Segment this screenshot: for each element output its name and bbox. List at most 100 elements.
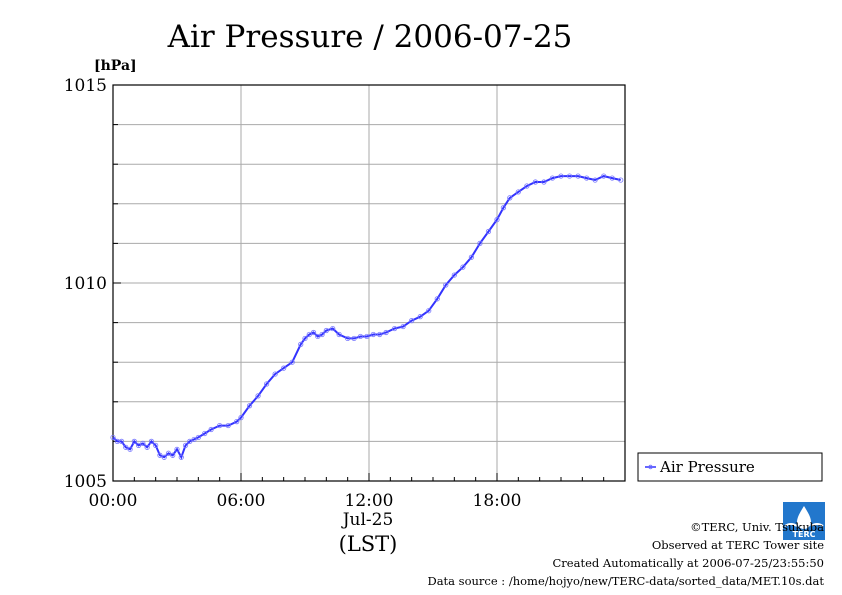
legend-swatch-marker bbox=[648, 464, 653, 470]
data-point bbox=[255, 393, 261, 399]
data-point bbox=[507, 195, 513, 201]
y-axis-ticks: 1005 1010 1015 bbox=[64, 76, 121, 492]
data-point bbox=[263, 381, 270, 387]
data-point bbox=[238, 415, 244, 421]
terc-logo-drop-icon bbox=[797, 506, 811, 529]
data-point bbox=[549, 175, 556, 181]
data-point bbox=[592, 177, 598, 183]
data-point bbox=[187, 438, 193, 444]
data-point bbox=[144, 444, 150, 450]
data-point bbox=[136, 442, 142, 448]
data-point bbox=[306, 331, 312, 338]
data-point bbox=[336, 331, 342, 338]
data-point bbox=[178, 454, 184, 460]
data-point bbox=[123, 444, 129, 450]
data-point bbox=[370, 331, 376, 338]
data-point bbox=[234, 418, 240, 425]
credit-created-time: Created Automatically at 2006-07-25/23:5… bbox=[552, 556, 825, 570]
data-point bbox=[191, 436, 197, 443]
credit-observation-site: Observed at TERC Tower site bbox=[651, 538, 824, 552]
terc-logo-label: TERC bbox=[793, 530, 816, 539]
data-point bbox=[310, 329, 317, 336]
data-point bbox=[153, 442, 159, 448]
data-point bbox=[289, 359, 295, 365]
data-point bbox=[302, 335, 308, 342]
terc-logo-wave-icon bbox=[784, 523, 824, 527]
data-point bbox=[383, 329, 389, 336]
data-point bbox=[494, 217, 500, 223]
data-point bbox=[443, 282, 449, 288]
data-point bbox=[140, 440, 146, 446]
data-point bbox=[460, 264, 466, 270]
data-point bbox=[182, 442, 189, 448]
data-point bbox=[357, 333, 364, 340]
chart-title: Air Pressure / 2006-07-25 bbox=[167, 19, 573, 55]
data-point bbox=[391, 325, 398, 332]
data-point bbox=[500, 205, 506, 211]
x-tick-label: 00:00 bbox=[89, 491, 138, 511]
data-point bbox=[583, 175, 590, 181]
data-point bbox=[161, 454, 167, 460]
x-axis-date-label: Jul-25 bbox=[341, 510, 394, 530]
data-point bbox=[131, 438, 137, 444]
data-point bbox=[451, 272, 457, 278]
data-point bbox=[127, 446, 133, 452]
data-point bbox=[345, 335, 351, 342]
data-point bbox=[272, 371, 278, 377]
data-point bbox=[157, 452, 163, 458]
data-point bbox=[477, 240, 483, 246]
data-point bbox=[524, 183, 530, 189]
data-point bbox=[468, 254, 474, 260]
data-point bbox=[566, 173, 573, 179]
series-line bbox=[112, 175, 621, 460]
data-point bbox=[409, 318, 415, 324]
data-point bbox=[165, 450, 172, 456]
legend-box bbox=[637, 452, 823, 482]
data-point bbox=[315, 333, 321, 340]
data-point bbox=[202, 430, 208, 437]
x-tick-label: 18:00 bbox=[473, 491, 522, 511]
data-point bbox=[323, 327, 329, 334]
x-axis-ticks: 00:00 06:00 12:00 18:00 bbox=[89, 473, 626, 511]
data-point bbox=[485, 228, 492, 235]
legend: Air Pressure bbox=[637, 452, 823, 482]
credit-copyright: ©TERC, Univ. Tsukuba bbox=[690, 520, 824, 534]
data-point bbox=[110, 434, 116, 441]
data-point bbox=[148, 438, 154, 444]
data-point bbox=[434, 296, 440, 302]
data-point bbox=[417, 314, 423, 320]
data-point bbox=[170, 452, 176, 458]
x-tick-label: 12:00 bbox=[345, 491, 394, 511]
data-point bbox=[400, 323, 406, 330]
data-point bbox=[118, 438, 125, 444]
data-point bbox=[174, 446, 180, 452]
credit-data-source: Data source : /home/hojyo/new/TERC-data/… bbox=[427, 574, 824, 588]
data-point bbox=[558, 173, 564, 179]
y-tick-label: 1015 bbox=[64, 76, 107, 96]
data-point bbox=[281, 365, 287, 371]
series-air-pressure bbox=[110, 173, 624, 460]
y-tick-label: 1005 bbox=[64, 472, 107, 492]
data-point bbox=[298, 341, 304, 347]
data-point bbox=[195, 434, 201, 441]
data-point bbox=[515, 189, 521, 195]
data-point bbox=[351, 335, 357, 342]
x-axis-timezone-label: (LST) bbox=[339, 532, 398, 556]
y-tick-label: 1010 bbox=[64, 274, 107, 294]
data-point bbox=[246, 403, 253, 409]
x-tick-label: 06:00 bbox=[217, 491, 266, 511]
data-point bbox=[609, 175, 615, 181]
legend-label: Air Pressure bbox=[659, 458, 755, 476]
data-point bbox=[208, 426, 214, 433]
data-point bbox=[330, 325, 336, 332]
grid-lines bbox=[113, 85, 625, 481]
data-point bbox=[217, 422, 223, 429]
data-point bbox=[618, 177, 624, 183]
data-point bbox=[364, 333, 370, 340]
data-point bbox=[426, 308, 432, 314]
terc-logo: TERC bbox=[783, 502, 825, 540]
data-point bbox=[541, 179, 547, 185]
data-point bbox=[377, 331, 383, 338]
y-axis-unit-label: [hPa] bbox=[94, 58, 137, 74]
